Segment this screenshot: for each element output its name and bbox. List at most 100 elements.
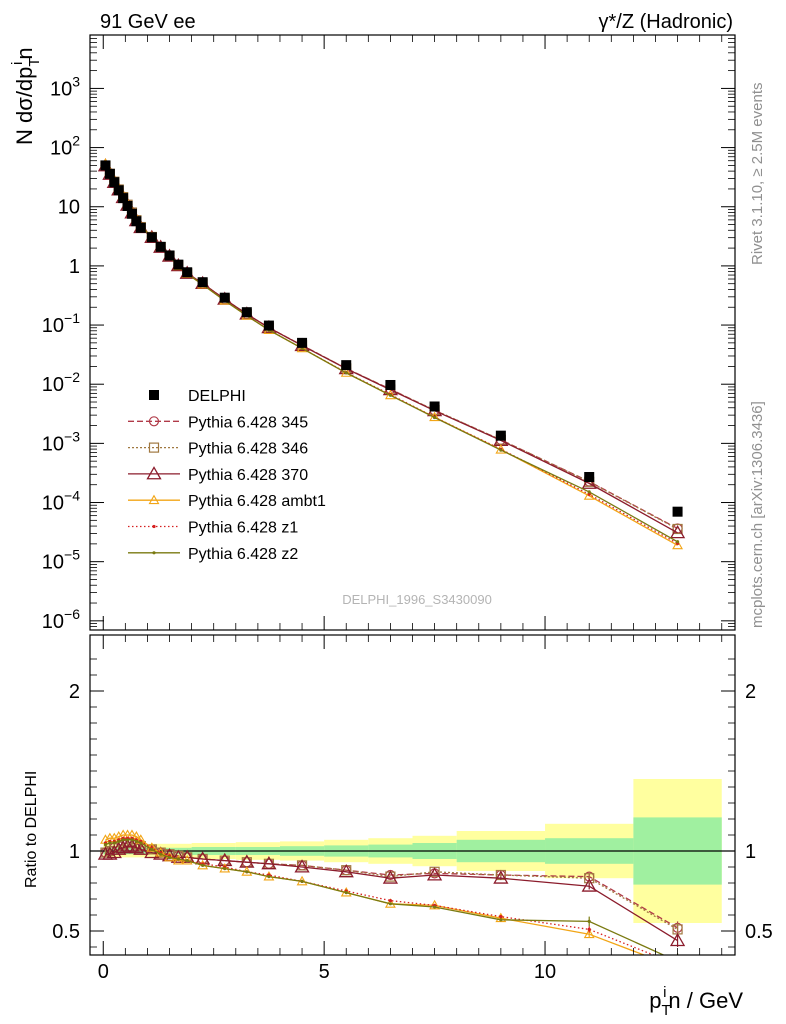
- data-point: [297, 337, 308, 348]
- ratio-point-2: [179, 849, 195, 863]
- ratio-point-2: [338, 863, 354, 878]
- ratio-point-5: [150, 847, 154, 852]
- ratio-point-5: [267, 875, 271, 879]
- main-point-5: [344, 371, 348, 375]
- data-point: [155, 241, 166, 252]
- legend-item-6: Pythia 6.428 z2: [128, 546, 298, 563]
- ratio-point-3: [673, 963, 682, 971]
- data-point: [341, 360, 352, 371]
- ratio-point-2: [382, 870, 399, 884]
- ratio-point-5: [300, 879, 304, 884]
- ratio-point-3: [495, 912, 507, 923]
- xtick-label: 5: [319, 961, 330, 983]
- ratio-uncertainty-bands: [90, 779, 735, 923]
- main-ytick-label: 10: [58, 197, 80, 219]
- ratio-point-5: [139, 841, 143, 845]
- ratio-point-5: [176, 857, 180, 861]
- legend-item-1: Pythia 6.428 345: [128, 414, 308, 431]
- legend-label: Pythia 6.428 ambt1: [188, 493, 326, 510]
- ratio-point-1: [584, 873, 595, 884]
- ratio-point-4: [676, 963, 679, 966]
- ratio-ytick-label-right: 1: [745, 841, 756, 863]
- ratio-point-3: [583, 928, 595, 939]
- ratio-ytick-label-right: 2: [745, 681, 756, 703]
- legend-marker: [149, 390, 159, 400]
- ratio-point-5: [112, 841, 116, 845]
- ratio-ytick-label: 2: [69, 681, 80, 703]
- main-point-4: [587, 492, 591, 496]
- ratio-point-3: [146, 842, 158, 852]
- legend-marker: [152, 551, 156, 555]
- legend-label: Pythia 6.428 z2: [188, 546, 298, 563]
- ratio-point-2: [294, 859, 310, 873]
- main-point-2: [581, 475, 597, 489]
- legend-label: Pythia 6.428 346: [188, 441, 308, 458]
- main-ytick-label: 1: [69, 256, 80, 278]
- header-left: 91 GeV ee: [100, 11, 196, 33]
- xtick-label: 10: [534, 961, 556, 983]
- ratio-point-5: [344, 891, 348, 895]
- ratio-point-2: [124, 838, 140, 852]
- main-point-3: [583, 490, 595, 500]
- legend-label: DELPHI: [188, 388, 246, 405]
- data-point: [584, 472, 595, 483]
- ratio-point-5: [167, 855, 172, 860]
- ratio-point-5: [125, 838, 130, 842]
- ratio-ytick-label: 1: [69, 841, 80, 863]
- data-point: [385, 379, 396, 390]
- ratio-point-5: [185, 859, 189, 863]
- main-ytick-label: 102: [50, 133, 80, 160]
- ratio-point-5: [245, 870, 249, 874]
- legend-marker: [148, 442, 160, 453]
- mcplots-label: mcplots.cern.ch [arXiv:1306.3436]: [749, 401, 766, 628]
- data-point: [197, 277, 208, 288]
- main-series-layer: [97, 158, 686, 550]
- main-ytick-label: 10−6: [42, 606, 80, 633]
- ratio-point-2: [581, 878, 597, 892]
- data-point: [100, 160, 111, 171]
- main-frame: [89, 34, 736, 631]
- legend-item-0: DELPHI: [149, 388, 246, 405]
- rivet-version-label: Rivet 3.1.10, ≥ 2.5M events: [749, 83, 766, 266]
- legend-label: Pythia 6.428 370: [188, 467, 308, 484]
- main-data-layer: [100, 160, 683, 517]
- ratio-point-5: [587, 919, 591, 924]
- ratio-ytick-label-right: 0.5: [745, 921, 773, 943]
- analysis-watermark: DELPHI_1996_S3430090: [342, 592, 492, 607]
- ratio-point-2: [115, 839, 131, 854]
- ratio-point-5: [108, 841, 112, 845]
- ratio-point-4: [388, 899, 393, 903]
- header-right: γ*/Z (Hadronic): [599, 11, 733, 33]
- ratio-series-layer: [97, 829, 686, 971]
- legend-label: Pythia 6.428 345: [188, 414, 308, 431]
- main-ytick-label: 10−2: [42, 369, 80, 396]
- data-point: [122, 200, 133, 211]
- y-axis-label-ratio: Ratio to DELPHI: [23, 771, 40, 888]
- legend-marker: [148, 416, 160, 427]
- legend-item-2: Pythia 6.428 346: [128, 441, 308, 458]
- ratio-point-2: [426, 867, 443, 881]
- main-ytick-label: 10−3: [42, 428, 80, 455]
- data-point: [126, 208, 137, 219]
- legend-label: Pythia 6.428 z1: [188, 520, 298, 537]
- ratio-point-2: [170, 849, 186, 863]
- ratio-point-5: [121, 838, 125, 842]
- ratio-point-5: [676, 960, 679, 963]
- ratio-point-2: [669, 932, 686, 947]
- data-point: [164, 250, 175, 261]
- main-point-1: [672, 523, 683, 535]
- data-point: [219, 292, 230, 303]
- data-point: [146, 232, 157, 243]
- ratio-point-5: [117, 839, 121, 844]
- ratio-point-5: [103, 843, 108, 847]
- legend-item-5: Pythia 6.428 z1: [128, 520, 298, 537]
- data-point: [173, 259, 184, 270]
- legend-item-4: Pythia 6.428 ambt1: [128, 493, 326, 510]
- ratio-point-5: [499, 918, 503, 922]
- main-ytick-label: 10−4: [42, 488, 80, 515]
- data-point: [135, 222, 146, 233]
- ratio-ytick-label: 0.5: [52, 921, 80, 943]
- main-ytick-label: 103: [50, 73, 80, 100]
- main-point-5: [499, 448, 503, 452]
